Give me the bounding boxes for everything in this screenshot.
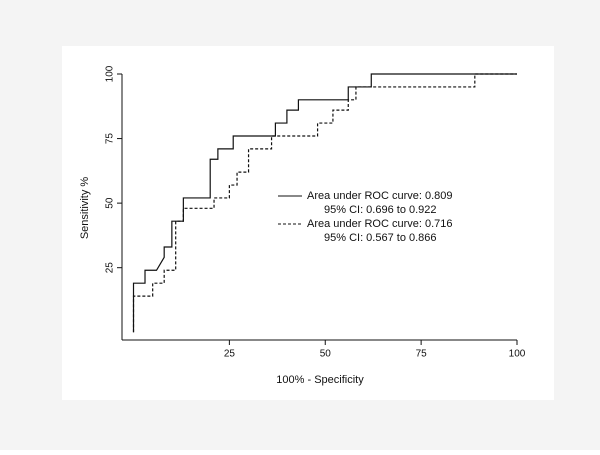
- x-axis-label: 100% - Specificity: [276, 374, 364, 386]
- legend-label: Area under ROC curve: 0.809: [307, 190, 453, 202]
- legend-label: Area under ROC curve: 0.716: [307, 218, 453, 230]
- y-tick-label: 50: [105, 197, 116, 209]
- x-tick-label: 25: [224, 349, 236, 360]
- roc-curve: [132, 73, 517, 333]
- y-tick-label: 25: [105, 262, 116, 274]
- legend-ci: 95% CI: 0.567 to 0.866: [324, 232, 437, 244]
- y-axis-label: Sensitivity %: [79, 177, 91, 240]
- y-tick-label: 75: [105, 133, 116, 145]
- legend-ci: 95% CI: 0.696 to 0.922: [324, 204, 437, 216]
- x-tick-label: 100: [509, 349, 526, 360]
- panel: [62, 46, 554, 400]
- roc-curve: [132, 73, 517, 333]
- y-tick-label: 100: [105, 65, 116, 82]
- x-tick-label: 50: [320, 349, 332, 360]
- x-tick-label: 75: [416, 349, 428, 360]
